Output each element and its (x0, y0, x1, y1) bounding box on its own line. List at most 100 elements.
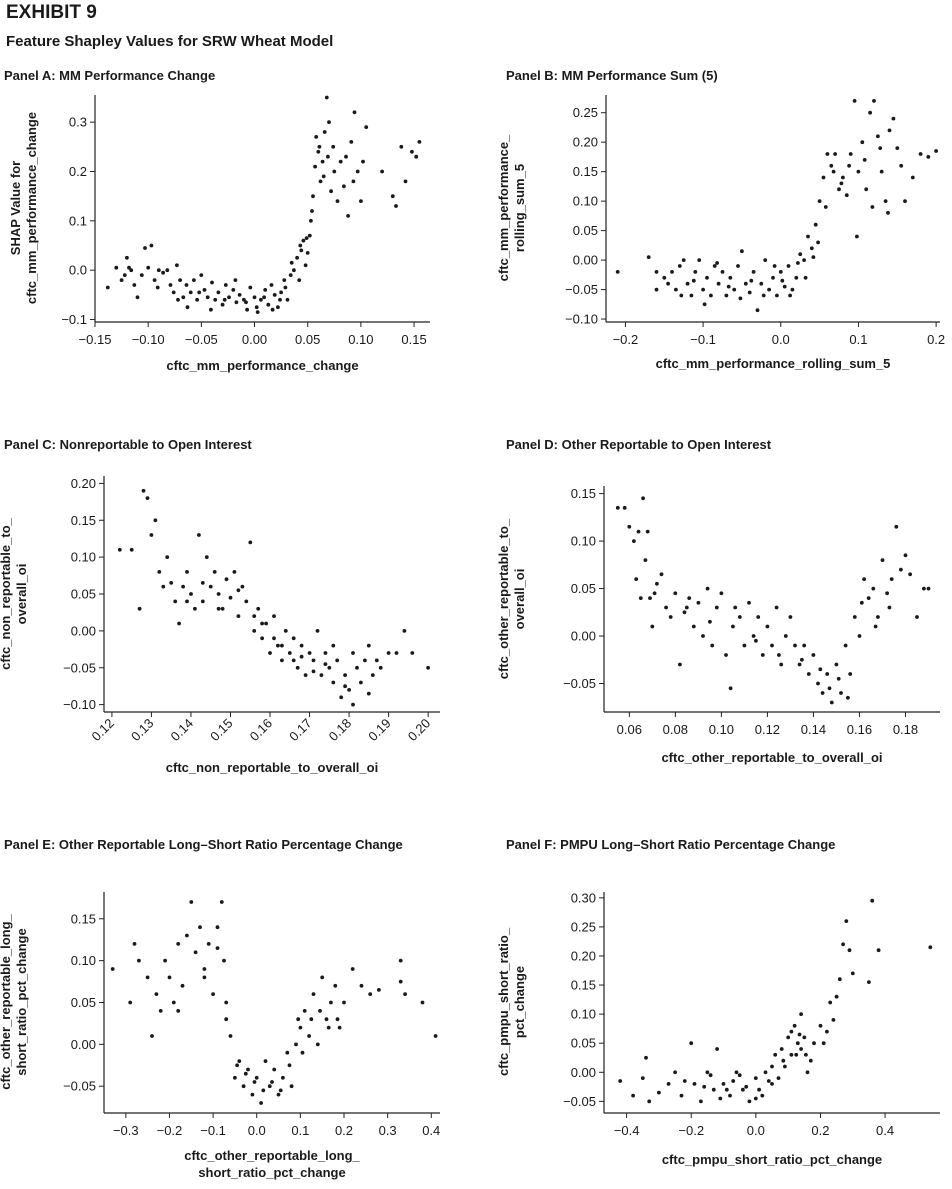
panel-e-y-tick-label: 0.15 (71, 911, 96, 926)
panel-f-x-tick-label: 0.4 (876, 1123, 894, 1138)
panel-a-data-point (364, 125, 369, 129)
panel-b-data-point (817, 199, 822, 204)
panel-d-data-point (682, 610, 687, 615)
panel-a-data-point (403, 179, 408, 184)
panel-d-data-point (634, 577, 639, 581)
panel-c-data-point (323, 651, 328, 655)
panel-c-data-point (260, 621, 264, 626)
panel-b-data-point (841, 175, 845, 180)
panel-a-data-point (332, 169, 337, 174)
panel-b-data-point (825, 152, 830, 156)
panel-a-data-point (289, 260, 294, 265)
panel-b-data-point (855, 234, 859, 239)
panel-b-data-point (740, 249, 744, 254)
panel-c-y-tick-label: 0.00 (71, 623, 96, 638)
panel-a-y-tick-label: −0.1 (61, 312, 87, 327)
panel-f-data-point (757, 1087, 761, 1092)
panel-a-data-point (310, 209, 314, 213)
panel-e-data-point (215, 946, 220, 950)
panel-a-data-point (184, 283, 189, 287)
panel-e-title: Panel E: Other Reportable Long–Short Rat… (4, 837, 403, 852)
panel-c-data-point (185, 599, 189, 604)
panel-f-data-point (781, 1058, 786, 1063)
panel-d-data-point (655, 581, 659, 586)
panel-c-data-point (149, 533, 154, 537)
panel-f-y-tick-label: 0.25 (571, 919, 596, 934)
panel-d-data-point (779, 662, 784, 667)
panel-b-data-point (844, 193, 849, 198)
panel-b: Panel B: MM Performance Sum (5) −0.10 −0.0… (496, 68, 945, 371)
panel-a-data-point (237, 293, 242, 297)
panel-b-data-point (868, 110, 872, 115)
panel-f-y-tick-label: 0.05 (571, 1036, 596, 1051)
panel-a-data-point (252, 295, 257, 300)
panel-e-data-point (222, 958, 226, 963)
panel-a-data-point (410, 149, 414, 154)
panel-c-y-tick-label: 0.20 (71, 476, 96, 491)
panel-b-data-point (662, 275, 667, 280)
panel-a-data-point (127, 265, 131, 270)
panel-d-data-point (793, 643, 797, 648)
panel-e-y-tick-label: 0.00 (71, 1037, 96, 1052)
panel-d-data-point (848, 672, 853, 676)
panel-a-data-point (390, 194, 395, 199)
panel-a-data-point (414, 154, 419, 159)
panel-e-data-point (215, 925, 220, 930)
panel-d-data-point (643, 558, 648, 562)
panel-b-data-point (778, 270, 783, 274)
panel-a-data-point (270, 307, 275, 312)
panel-e-data-point (202, 967, 207, 971)
panel-b-data-point (751, 270, 756, 274)
panel-e-data-point (224, 1000, 229, 1005)
panel-d-y-axis-label: overall_oi (512, 569, 527, 630)
panel-d-x-axis-label: cftc_other_reportable_to_overall_oi (661, 750, 882, 765)
panel-d-x-tick-label: 0.12 (755, 722, 780, 737)
panel-f: Panel F: PMPU Long–Short Ratio Percentag… (496, 837, 940, 1167)
panel-b-data-point (829, 163, 834, 168)
panel-e-data-point (368, 992, 373, 996)
panel-c-data-point (303, 673, 308, 677)
panel-f-data-point (673, 1070, 677, 1075)
panel-e-x-tick-label: 0.4 (422, 1123, 440, 1138)
panel-e-data-point (128, 1000, 133, 1005)
panel-b-y-tick-label: 0.15 (573, 164, 598, 179)
panel-a-data-point (338, 159, 343, 164)
panel-c-data-point (386, 651, 391, 655)
panel-e-data-point (252, 1080, 257, 1084)
panel-e-data-point (350, 967, 355, 971)
panel-f-data-point (734, 1070, 739, 1075)
panel-a-data-point (213, 297, 218, 302)
panel-b-x-tick-label: −0.2 (613, 332, 639, 347)
panel-c-data-point (244, 599, 249, 604)
panel-d-data-point (797, 662, 802, 667)
panel-a-x-tick-label: −0.10 (132, 332, 165, 347)
panel-e-data-point (318, 1009, 322, 1013)
panel-f-data-point (770, 1082, 774, 1086)
panel-b-data-point (755, 308, 760, 313)
panel-b-data-point (743, 281, 748, 286)
panel-b-y-tick-label: 0.00 (573, 253, 598, 268)
panel-b-data-point (887, 128, 892, 133)
panel-b-data-point (918, 152, 923, 156)
panel-c-data-point (331, 680, 336, 685)
panel-e-data-point (287, 1063, 292, 1068)
panel-f-data-point (689, 1041, 694, 1046)
panel-d-data-point (627, 524, 632, 529)
panel-a-data-point (220, 302, 225, 307)
panel-f-data-point (783, 1064, 787, 1069)
panel-e-data-point (294, 1042, 298, 1047)
panel-a-data-point (199, 273, 204, 277)
panel-a-data-point (188, 290, 193, 295)
panel-c-data-point (347, 688, 351, 692)
panel-c-data-point (378, 665, 383, 670)
panel-b-data-point (802, 258, 806, 262)
panel-b-data-point (833, 152, 837, 156)
panel-c-data-point (315, 629, 320, 633)
panel-f-data-point (724, 1087, 729, 1092)
panel-f-data-point (753, 1076, 758, 1080)
panel-c-data-point (359, 680, 363, 685)
panel-c-data-point (185, 570, 189, 574)
panel-d-data-point (876, 615, 880, 619)
panel-a-data-point (297, 278, 302, 282)
